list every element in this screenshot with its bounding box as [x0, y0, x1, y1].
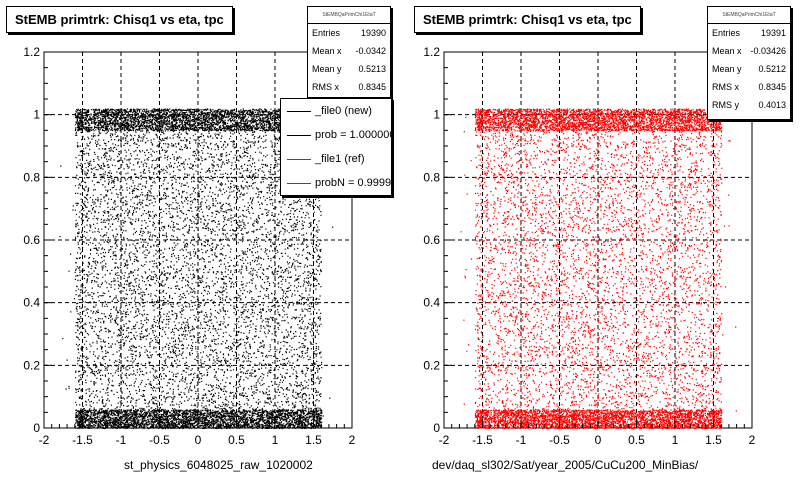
left-stats-row-rms-x: RMS x 0.8345 [312, 82, 386, 92]
left-stats-row-mean-x: Mean x -0.0342 [312, 46, 386, 56]
y-tick-label: 1 [433, 108, 440, 122]
y-tick-label: 1 [33, 108, 40, 122]
y-tick-label: 1.2 [423, 45, 440, 59]
left-x-axis-label: st_physics_6048025_raw_1020002 [124, 458, 313, 472]
y-tick-label: 0.4 [423, 296, 440, 310]
y-tick-label: 0.2 [23, 358, 40, 372]
y-tick-label: 0.2 [423, 358, 440, 372]
right-stats-row-entries: Entries 19391 [712, 28, 786, 38]
x-tick-label: 1 [672, 433, 679, 447]
y-tick-label: 1.2 [23, 45, 40, 59]
chart-panel-right: -2 -1.5 -1 -0.5 0 0.5 1 1.5 2 0 0.2 0.4 0.6 0.8 1 1.2 [423, 45, 755, 447]
y-tick-label: 0.4 [23, 296, 40, 310]
scatter-marks [59, 108, 334, 430]
y-tick-label: 0 [33, 421, 40, 435]
left-stats-name: StEMBQaPrimChi1EtaT [308, 7, 390, 24]
y-tick-label: 0.6 [423, 233, 440, 247]
left-legend: _file0 (new) prob = 1.000000 _file1 (ref… [280, 98, 392, 196]
legend-entry-probn: probN = 0.999999 [281, 171, 391, 195]
legend-entry-file1: _file1 (ref) [281, 147, 391, 171]
x-tick-label: 2 [349, 433, 356, 447]
x-tick-label: -1.5 [472, 433, 493, 447]
x-tick-label: 1 [272, 433, 279, 447]
right-stats-row-rms-x: RMS x 0.8345 [712, 82, 786, 92]
x-tick-label: 1.5 [705, 433, 722, 447]
left-stats-row-mean-y: Mean y 0.5213 [312, 64, 386, 74]
x-tick-label: -0.5 [149, 433, 170, 447]
right-x-axis-label: dev/daq_sl302/Sat/year_2005/CuCu200_MinB… [432, 458, 699, 472]
x-tick-label: 2 [749, 433, 756, 447]
scatter-points [59, 108, 334, 430]
y-tick-label: 0.8 [23, 170, 40, 184]
x-tick-label: 1.5 [305, 433, 322, 447]
legend-entry-file0: _file0 (new) [281, 99, 391, 123]
x-tick-label: 0.5 [628, 433, 645, 447]
x-tick-label: 0 [195, 433, 202, 447]
x-tick-label: -1 [516, 433, 527, 447]
left-plot-title: StEMB primtrk: Chisq1 vs eta, tpc [6, 6, 233, 33]
y-tick-label: 0 [433, 421, 440, 435]
x-tick-label: -0.5 [549, 433, 570, 447]
right-stats-row-mean-y: Mean y 0.5212 [712, 64, 786, 74]
right-stats-box: StEMBQaPrimChi1EtaT Entries 19391 Mean x-… [707, 6, 791, 120]
x-tick-label: -1 [116, 433, 127, 447]
right-stats-row-mean-x: Mean x -0.03426 [712, 46, 786, 56]
right-stats-row-rms-y: RMS y 0.4013 [712, 100, 786, 110]
x-tick-label: -2 [39, 433, 50, 447]
left-stats-row-entries: Entries 19390 [312, 28, 386, 38]
x-tick-label: 0 [595, 433, 602, 447]
left-stats-box: StEMBQaPrimChi1EtaT Entries 19390 Mean x-… [307, 6, 391, 98]
x-tick-label: -2 [439, 433, 450, 447]
y-tick-label: 0.8 [423, 170, 440, 184]
x-tick-label: -1.5 [72, 433, 93, 447]
right-stats-name: StEMBQaPrimChi1EtaT [708, 7, 790, 24]
x-tick-label: 0.5 [228, 433, 245, 447]
y-tick-label: 0.6 [23, 233, 40, 247]
legend-entry-prob: prob = 1.000000 [281, 123, 391, 147]
right-plot-title: StEMB primtrk: Chisq1 vs eta, tpc [414, 6, 641, 33]
